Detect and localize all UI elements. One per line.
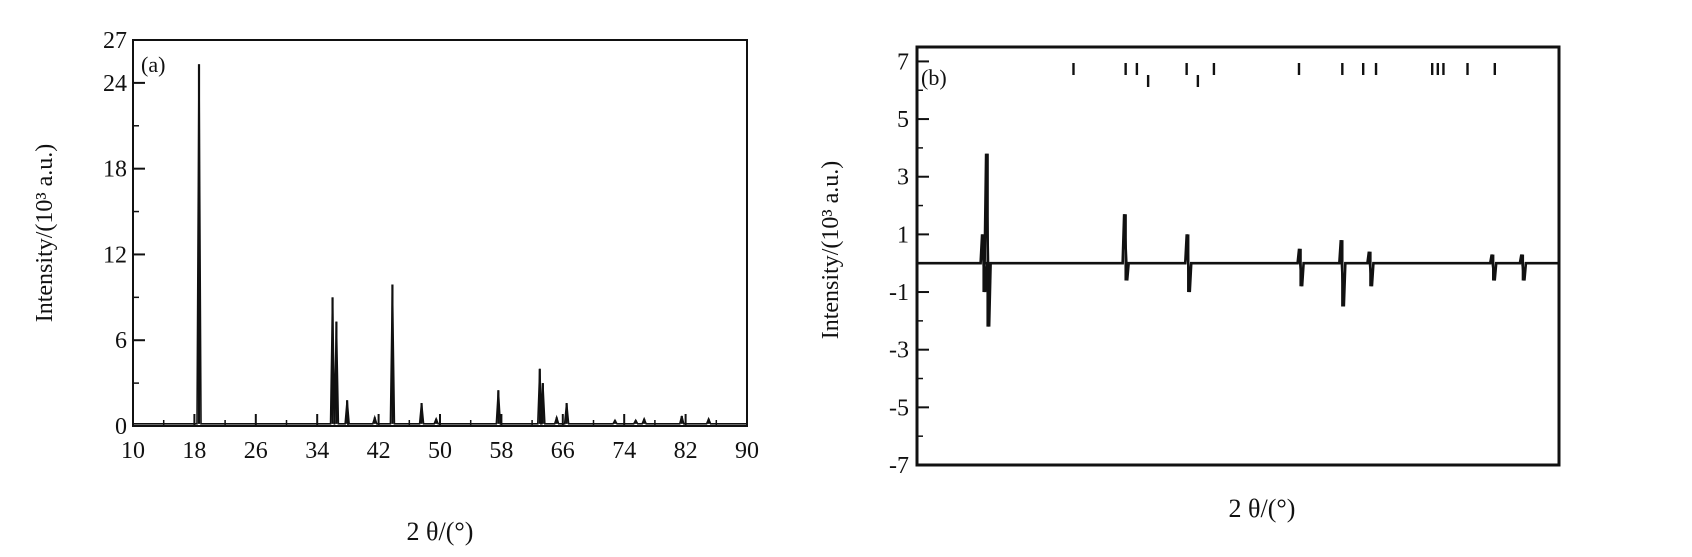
panel-b-y-tick-label-6: 5 — [897, 107, 909, 133]
panel-a-x-tick-label-3: 34 — [305, 438, 329, 464]
panel-a-x-tick-label-1: 18 — [182, 438, 206, 464]
panel-b-y-axis-label: Intensity/(10³ a.u.) — [818, 161, 844, 340]
panel-b-axes: -7 -5 -3 -1 1 3 5 7 — [889, 49, 929, 479]
panel-a-y-tick-label-3: 18 — [103, 157, 127, 183]
panel-a-y-tick-label-5: 27 — [103, 28, 127, 54]
panel-b-y-tick-label-5: 3 — [897, 165, 909, 191]
panel-a-x-tick-label-5: 50 — [428, 438, 452, 464]
panel-a-trace — [133, 64, 747, 425]
panel-a: 10 18 26 34 42 50 58 66 74 82 90 0 6 12 18 24 27 (a) 2 θ… — [32, 28, 759, 546]
panel-b-y-tick-label-4: 1 — [897, 222, 909, 248]
panel-a-x-tick-label-2: 26 — [244, 438, 268, 464]
panel-a-x-tick-label-0: 10 — [121, 438, 145, 464]
panel-a-x-tick-label-6: 58 — [489, 438, 513, 464]
panel-b-y-tick-label-7: 7 — [897, 49, 909, 75]
panel-a-x-tick-label-8: 74 — [612, 438, 636, 464]
panel-a-y-tick-label-0: 0 — [115, 414, 127, 440]
panel-a-y-tick-label-4: 24 — [103, 71, 127, 97]
panel-a-y-axis-label: Intensity/(10³ a.u.) — [32, 144, 58, 323]
panel-b-y-tick-label-1: -5 — [889, 395, 909, 421]
panel-a-pattern-line — [133, 64, 747, 425]
panel-b: -7 -5 -3 -1 1 3 5 7 (b) 2 θ/(°) Intensity/(10³ … — [818, 45, 1561, 523]
panel-b-y-tick-label-3: -1 — [889, 280, 909, 306]
panel-b-y-tick-label-2: -3 — [889, 338, 909, 364]
panel-a-y-tick-label-2: 12 — [103, 242, 127, 268]
panel-b-markers — [1072, 63, 1497, 87]
panel-a-x-axis-label: 2 θ/(°) — [407, 517, 474, 546]
panel-a-axes: 10 18 26 34 42 50 58 66 74 82 90 0 6 12 18 24 27 — [103, 28, 759, 464]
panel-a-x-tick-label-10: 90 — [735, 438, 759, 464]
panel-a-label: (a) — [141, 52, 165, 77]
panel-a-frame — [132, 39, 748, 427]
panel-b-trace — [917, 153, 1559, 327]
panel-b-label: (b) — [921, 65, 947, 90]
panel-a-x-tick-label-7: 66 — [551, 438, 575, 464]
panel-a-y-tick-label-1: 6 — [115, 328, 127, 354]
panel-b-frame — [915, 45, 1561, 467]
panel-a-x-tick-label-4: 42 — [367, 438, 391, 464]
panel-b-difference-line — [917, 153, 1559, 327]
panel-b-x-axis-label: 2 θ/(°) — [1229, 494, 1296, 523]
panel-b-y-tick-label-0: -7 — [889, 453, 909, 479]
panel-a-x-tick-label-9: 82 — [674, 438, 698, 464]
